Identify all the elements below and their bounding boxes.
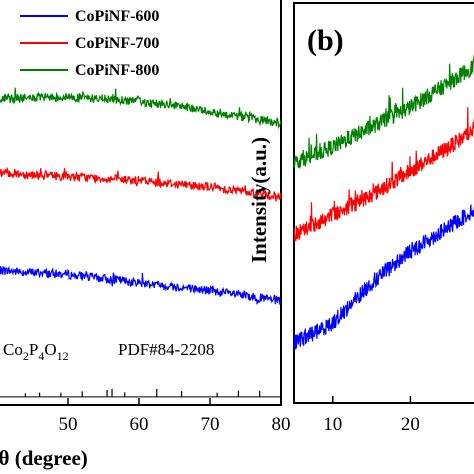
x-tick-label: 50	[59, 414, 78, 435]
legend: CoPiNF-600 CoPiNF-700 CoPiNF-800	[20, 8, 159, 79]
series-line	[293, 204, 474, 350]
series-line	[0, 166, 282, 202]
legend-label: CoPiNF-700	[75, 35, 159, 52]
panel-b: 102030 (b) Intensity(a.u.)	[247, 2, 474, 435]
x-tick-label: 70	[201, 414, 220, 435]
panel-b-ticks: 102030	[323, 396, 420, 435]
panel-a-ticks: 50 60 70 80	[59, 398, 291, 435]
panel-a-x-axis-title: 2θ (degree)	[0, 446, 88, 470]
legend-label: CoPiNF-600	[75, 8, 159, 25]
x-tick-label: 80	[272, 414, 291, 435]
x-tick-label: 60	[130, 414, 149, 435]
series-line	[0, 265, 282, 305]
panel-b-y-axis-title: Intensity(a.u.)	[247, 137, 271, 263]
panel-b-frame	[293, 2, 474, 404]
panel-a-reference-label: Co2P4O12	[3, 340, 69, 363]
x-tick-label: 20	[401, 414, 420, 435]
panel-a-reference-pdf: PDF#84-2208	[118, 340, 214, 359]
panel-b-series	[293, 54, 474, 350]
series-line	[293, 54, 474, 169]
legend-label: CoPiNF-800	[75, 62, 159, 79]
panel-a: 50 60 70 80 CoPiNF-600CoPiNF-700CoPiNF-800 …	[0, 0, 291, 470]
panel-b-label: (b)	[307, 24, 344, 57]
panel-a-reference	[0, 388, 281, 398]
x-tick-label: 10	[323, 414, 342, 435]
panel-a-series	[0, 87, 282, 305]
series-line	[0, 87, 282, 130]
series-line	[293, 107, 474, 242]
